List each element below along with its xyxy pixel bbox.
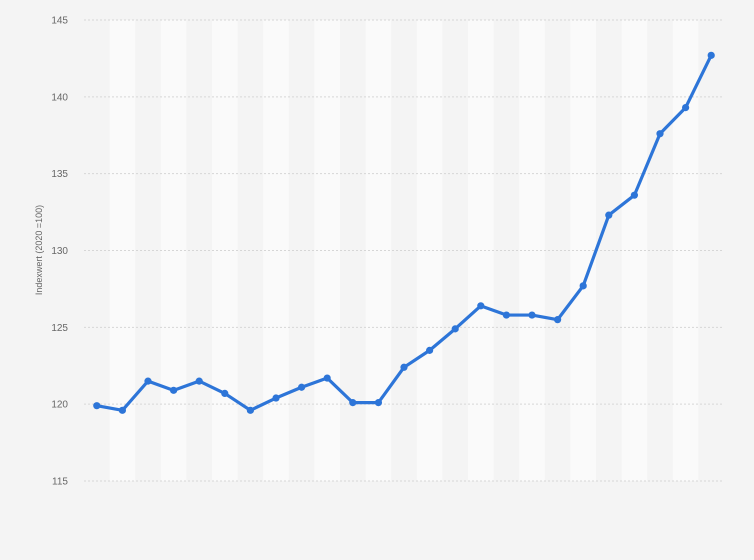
series-line	[95, 53, 713, 412]
data-point	[554, 316, 562, 324]
data-point	[426, 346, 434, 354]
data-point	[118, 406, 126, 414]
data-point	[195, 377, 203, 385]
y-axis-title: Indexwert (2020 =100)	[34, 205, 44, 295]
y-tick-labels: 115 120 125 130 135 140 145	[51, 16, 68, 488]
series-layer	[93, 51, 715, 414]
data-point	[477, 302, 485, 310]
data-point	[221, 389, 229, 398]
data-point	[605, 211, 613, 219]
data-point	[502, 311, 510, 319]
y-tick-label: 125	[51, 323, 68, 334]
data-point	[93, 402, 101, 410]
data-point	[272, 394, 280, 402]
data-point	[349, 399, 357, 407]
data-point	[298, 383, 306, 391]
column-band	[314, 20, 340, 481]
y-tick-label: 140	[51, 92, 68, 103]
y-tick-label: 115	[52, 477, 68, 488]
y-tick-label: 120	[51, 400, 68, 411]
data-point	[323, 374, 331, 382]
data-point	[451, 325, 459, 333]
data-point	[144, 377, 152, 385]
data-point	[682, 103, 690, 112]
data-point	[400, 363, 408, 371]
data-point	[579, 282, 587, 290]
data-point	[528, 311, 536, 319]
data-point	[656, 130, 664, 138]
data-point	[707, 51, 715, 59]
gridlines	[84, 19, 724, 482]
data-point	[630, 191, 639, 199]
y-tick-label: 135	[51, 169, 68, 180]
y-tick-label: 145	[51, 16, 68, 27]
data-point	[374, 399, 382, 407]
column-band	[570, 20, 596, 481]
data-point	[246, 406, 254, 414]
data-point	[170, 386, 178, 394]
y-tick-label: 130	[51, 246, 68, 257]
